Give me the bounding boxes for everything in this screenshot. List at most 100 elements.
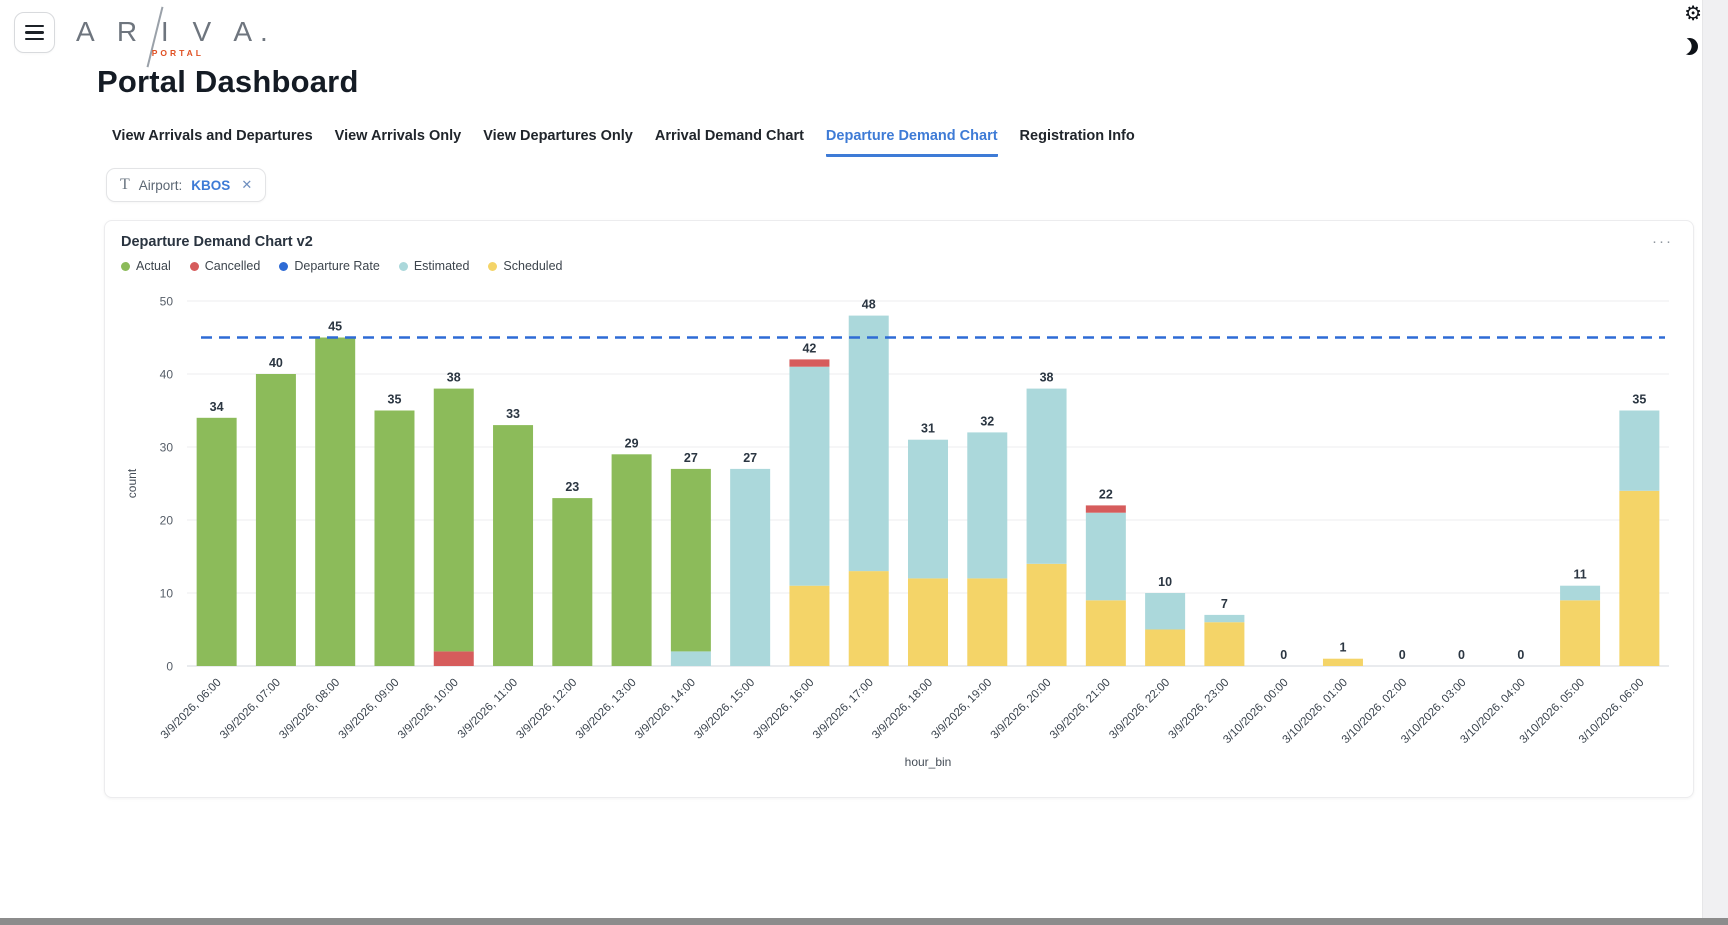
x-tick-label: 3/9/2026, 11:00 [456, 677, 520, 741]
bar-value-label: 0 [1280, 648, 1287, 662]
bar-value-label: 22 [1099, 487, 1113, 501]
more-options-icon[interactable]: ··· [1652, 233, 1673, 250]
x-tick-label: 3/9/2026, 16:00 [752, 677, 817, 742]
bar-value-label: 33 [506, 407, 520, 421]
bar-segment-estimated [1145, 593, 1186, 630]
bar-segment-scheduled [1026, 563, 1067, 666]
bar-segment-estimated [1026, 388, 1067, 564]
bar-segment-estimated [1085, 512, 1126, 601]
y-tick-label: 50 [160, 295, 174, 309]
bar-segment-scheduled [908, 578, 948, 666]
legend-item-actual[interactable]: Actual [121, 259, 171, 273]
bar-value-label: 38 [1040, 371, 1054, 385]
x-tick-label: 3/9/2026, 07:00 [218, 677, 283, 742]
bar-segment-actual [611, 454, 652, 666]
y-tick-label: 30 [160, 441, 174, 455]
bar-value-label: 29 [625, 436, 639, 450]
bar-value-label: 7 [1221, 597, 1228, 611]
hamburger-icon [25, 31, 44, 34]
bar-segment-scheduled [1560, 600, 1601, 666]
x-tick-label: 3/9/2026, 23:00 [1167, 677, 1232, 742]
y-tick-label: 20 [160, 514, 174, 528]
x-tick-label: 3/10/2026, 00:00 [1221, 677, 1291, 747]
bar-value-label: 1 [1339, 641, 1346, 655]
x-tick-label: 3/9/2026, 06:00 [159, 677, 224, 742]
bar-segment-actual [670, 468, 711, 652]
dark-mode-toggle[interactable] [1681, 38, 1698, 55]
bar-value-label: 40 [269, 356, 283, 370]
filter-close-icon[interactable]: ✕ [241, 177, 253, 192]
bar-value-label: 0 [1517, 648, 1524, 662]
bar-segment-estimated [908, 439, 948, 579]
bar-segment-actual [493, 425, 534, 666]
legend-item-scheduled[interactable]: Scheduled [488, 259, 562, 273]
bar-segment-actual [315, 337, 356, 666]
bar-segment-estimated [1204, 614, 1245, 623]
x-tick-label: 3/9/2026, 20:00 [989, 677, 1054, 742]
legend-dot-cancelled [189, 261, 199, 271]
y-axis-title: count [125, 468, 139, 498]
legend-dot-scheduled [488, 261, 498, 271]
x-axis-title: hour_bin [905, 755, 952, 769]
legend-item-estimated[interactable]: Estimated [398, 259, 469, 273]
bar-value-label: 11 [1573, 568, 1586, 582]
bar-segment-estimated [670, 651, 711, 666]
tab-arrival-demand-chart[interactable]: Arrival Demand Chart [654, 128, 804, 144]
bar-value-label: 27 [743, 451, 757, 465]
legend-dot-estimated [398, 261, 408, 271]
bar-value-label: 32 [980, 414, 994, 428]
tab-view-departures-only[interactable]: View Departures Only [483, 128, 633, 144]
x-tick-label: 3/9/2026, 22:00 [1107, 677, 1172, 742]
airport-filter-chip[interactable]: T Airport: KBOS ✕ [106, 168, 267, 202]
bar-segment-estimated [730, 468, 771, 666]
vertical-scrollbar[interactable] [1702, 0, 1728, 918]
settings-gear-icon[interactable]: ⚙ [1684, 3, 1702, 25]
bar-segment-scheduled [1322, 658, 1363, 666]
bar-value-label: 31 [921, 422, 935, 436]
chart-card: Departure Demand Chart v2 ··· Actual Canc… [104, 220, 1694, 798]
legend-dot-actual [121, 261, 130, 271]
page-title: Portal Dashboard [97, 64, 359, 99]
x-tick-label: 3/10/2026, 04:00 [1458, 677, 1528, 747]
bar-segment-scheduled [848, 571, 889, 666]
bar-segment-cancelled [789, 359, 830, 367]
hamburger-icon [25, 24, 44, 28]
x-tick-label: 3/9/2026, 18:00 [870, 677, 935, 742]
legend-label: Departure Rate [294, 259, 380, 273]
x-tick-label: 3/10/2026, 03:00 [1399, 677, 1469, 747]
bar-value-label: 38 [447, 371, 461, 385]
bar-segment-cancelled [433, 651, 474, 666]
bar-segment-actual [374, 410, 415, 666]
bar-segment-actual [552, 498, 593, 666]
filter-type-icon: T [120, 176, 130, 193]
bar-value-label: 10 [1158, 575, 1172, 589]
legend-item-departure-rate[interactable]: Departure Rate [279, 259, 380, 273]
x-tick-label: 3/9/2026, 13:00 [574, 677, 639, 742]
filter-label: Airport: [138, 177, 183, 193]
bar-value-label: 34 [210, 400, 224, 414]
x-tick-label: 3/9/2026, 19:00 [929, 677, 994, 742]
x-tick-label: 3/9/2026, 21:00 [1048, 677, 1113, 742]
bar-value-label: 42 [802, 341, 816, 355]
y-tick-label: 0 [166, 660, 173, 674]
tab-departure-demand-chart[interactable]: Departure Demand Chart [825, 128, 998, 157]
chart-card-title: Departure Demand Chart v2 [121, 234, 313, 250]
bar-segment-scheduled [1619, 490, 1660, 666]
logo-wordmark: A R I V A. [76, 16, 276, 47]
bar-segment-scheduled [1204, 622, 1245, 666]
x-tick-label: 3/9/2026, 09:00 [337, 677, 402, 742]
bar-value-label: 45 [328, 320, 342, 334]
bar-segment-estimated [967, 432, 1008, 579]
bar-value-label: 23 [565, 480, 579, 494]
hamburger-menu-button[interactable] [14, 12, 55, 53]
tab-view-arrivals-and-departures[interactable]: View Arrivals and Departures [112, 128, 313, 144]
x-tick-label: 3/9/2026, 10:00 [396, 677, 461, 742]
legend-item-cancelled[interactable]: Cancelled [189, 259, 260, 273]
bar-segment-actual [196, 417, 237, 666]
bar-segment-actual [433, 388, 474, 652]
tab-registration-info[interactable]: Registration Info [1019, 128, 1135, 144]
x-tick-label: 3/10/2026, 06:00 [1577, 677, 1647, 747]
tab-view-arrivals-only[interactable]: View Arrivals Only [334, 128, 462, 144]
logo-subtitle: PORTAL [151, 48, 204, 58]
